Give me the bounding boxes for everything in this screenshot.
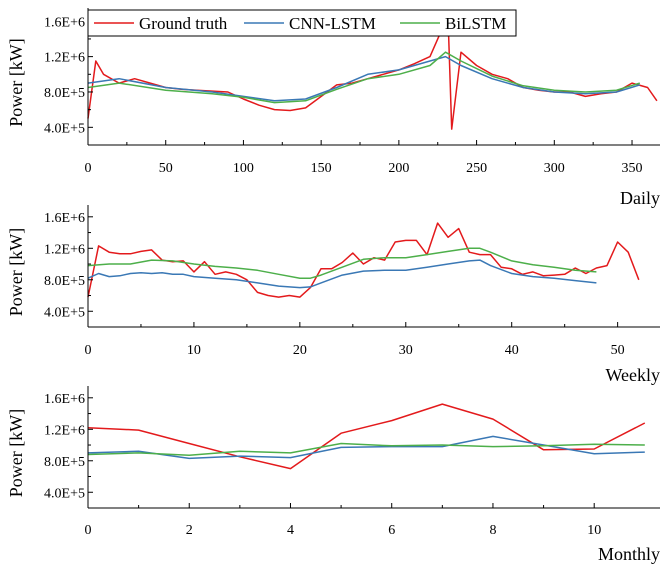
x-tick-label: 2 [186,523,193,538]
x-tick-label: 150 [311,161,332,176]
series-line-bilstm [87,247,597,279]
series-line-ground-truth [87,222,640,298]
panel-daily: 4.0E+5 8.0E+5 1.2E+6 1.6E+6 0 50 100 150 200 250 3… [6,8,660,208]
series-line-cnn-lstm [87,259,597,289]
x-tick-label: 50 [159,161,173,176]
x-tick-label: 8 [489,523,496,538]
x-tick-label: 4 [287,523,294,538]
y-tick-label: 1.2E+6 [44,242,85,257]
x-tick-label: 50 [611,343,625,358]
x-tick-label: 250 [466,161,487,176]
panel-monthly: 4.0E+5 8.0E+5 1.2E+6 1.6E+6 0 2 4 6 8 10 Power [kW… [6,386,660,564]
x-tick-label: 100 [233,161,254,176]
chart-panels: 4.0E+58.0E+51.2E+61.6E+60 50 100 150 200 250 3… [6,8,660,564]
x-tick-label: 10 [587,523,601,538]
series-line-bilstm [87,51,641,104]
y-axis-label: Power [kW] [6,228,26,316]
x-tick-label: 40 [505,343,519,358]
y-tick-label: 1.6E+6 [44,15,85,30]
y-tick-label: 1.6E+6 [44,211,85,226]
panel-title: Monthly [598,544,660,564]
x-tick-label: 10 [187,343,201,358]
x-tick-label: 0 [85,343,92,358]
series-line-ground-truth [87,403,646,470]
legend-box [87,9,517,37]
y-tick-label: 1.2E+6 [44,423,85,438]
y-tick-label: 4.0E+5 [44,121,85,136]
legend: Ground truth CNN-LSTM BiLSTM [87,9,517,37]
y-tick-label: 8.0E+5 [44,455,85,470]
y-tick-label: 4.0E+5 [44,305,85,320]
x-tick-label: 30 [399,343,413,358]
panel-weekly: 4.0E+5 8.0E+5 1.2E+6 1.6E+6 0 10 20 30 40 50 Power… [6,205,660,385]
x-tick-label: 6 [388,523,395,538]
x-tick-label: 0 [85,523,92,538]
series-line-cnn-lstm [87,55,641,102]
panel-title: Daily [620,188,660,208]
y-tick-label: 8.0E+5 [44,86,85,101]
x-tick-label: 350 [622,161,643,176]
panel-title: Weekly [605,365,660,385]
series-line-bilstm [87,442,645,457]
x-tick-label: 0 [85,161,92,176]
y-tick-label: 1.6E+6 [44,392,85,407]
y-axis-label: Power [kW] [6,38,26,126]
x-tick-label: 200 [388,161,409,176]
x-tick-label: 300 [544,161,565,176]
legend-label-bilstm: BiLSTM [445,14,506,33]
y-tick-label: 1.2E+6 [44,51,85,66]
y-axis-label: Power [kW] [6,409,26,497]
y-tick-label: 8.0E+5 [44,274,85,289]
series-line-cnn-lstm [87,435,645,460]
legend-label-ground-truth: Ground truth [139,14,228,33]
legend-label-cnn-lstm: CNN-LSTM [289,14,376,33]
y-tick-label: 4.0E+5 [44,486,85,501]
x-tick-label: 20 [293,343,307,358]
